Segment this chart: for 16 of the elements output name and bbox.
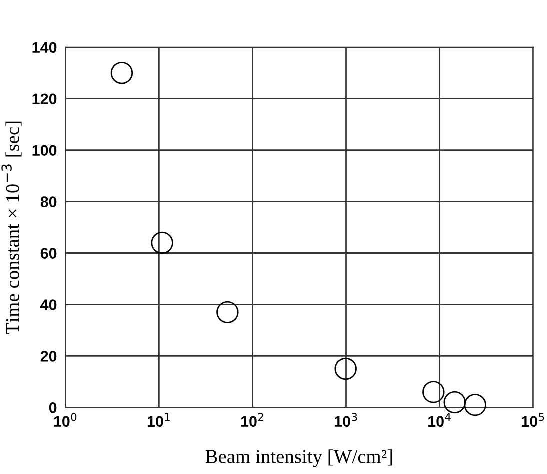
x-tick-label: 10$^{4}$	[428, 413, 451, 428]
y-tick-label: 20	[40, 351, 57, 362]
x-tick-label: 10$^{1}$	[148, 413, 170, 428]
y-tick-label: 80	[40, 196, 57, 208]
y-tick-label: 100	[32, 145, 57, 156]
x-tick-label: 10$^{5}$	[522, 413, 544, 428]
y-tick-label: 120	[32, 94, 57, 105]
y-tick-label: 40	[40, 300, 57, 310]
x-tick-label: 10$^{3}$	[334, 413, 358, 428]
y-tick-label: 140	[32, 42, 57, 54]
y-axis-title: Time constant × 10$^{−3}$ [sec]	[2, 122, 22, 334]
y-tick-label: 0	[49, 402, 57, 414]
x-tick-label: 10$^{0}$	[54, 413, 77, 428]
y-tick-label: 60	[40, 248, 57, 259]
x-axis-title: Beam intensity [W/cm²]	[206, 450, 392, 468]
x-tick-label: 10$^{2}$	[241, 413, 264, 428]
